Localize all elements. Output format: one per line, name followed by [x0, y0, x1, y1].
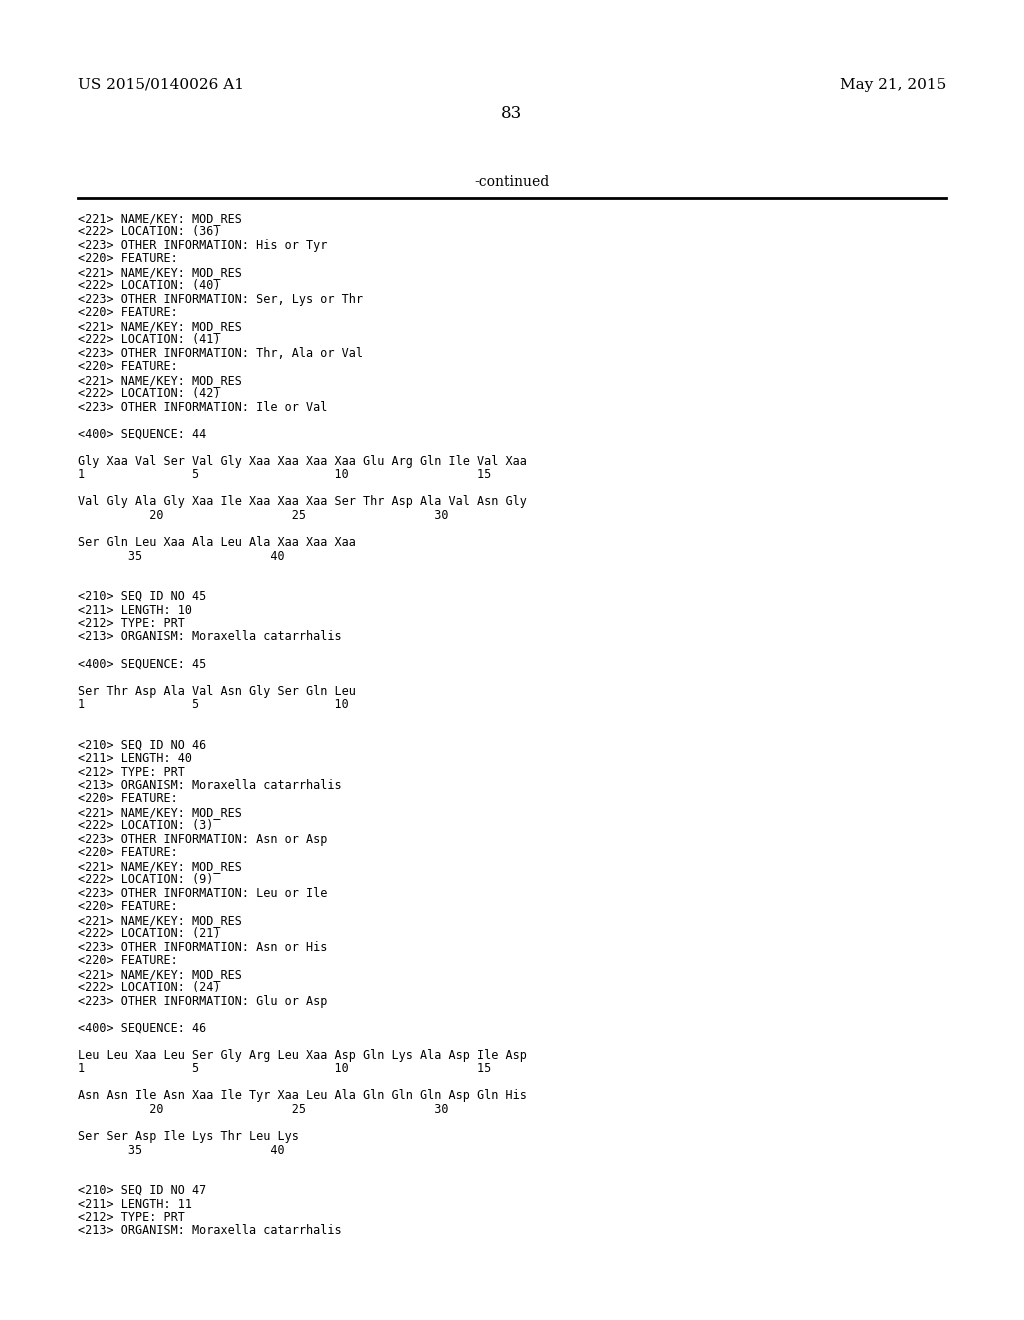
Text: <210> SEQ ID NO 46: <210> SEQ ID NO 46: [78, 738, 206, 751]
Text: 20                  25                  30: 20 25 30: [78, 1104, 449, 1115]
Text: Ser Thr Asp Ala Val Asn Gly Ser Gln Leu: Ser Thr Asp Ala Val Asn Gly Ser Gln Leu: [78, 685, 356, 697]
Text: Ser Gln Leu Xaa Ala Leu Ala Xaa Xaa Xaa: Ser Gln Leu Xaa Ala Leu Ala Xaa Xaa Xaa: [78, 536, 356, 549]
Text: Asn Asn Ile Asn Xaa Ile Tyr Xaa Leu Ala Gln Gln Gln Asp Gln His: Asn Asn Ile Asn Xaa Ile Tyr Xaa Leu Ala …: [78, 1089, 527, 1102]
Text: -continued: -continued: [474, 176, 550, 189]
Text: <213> ORGANISM: Moraxella catarrhalis: <213> ORGANISM: Moraxella catarrhalis: [78, 779, 342, 792]
Text: <400> SEQUENCE: 44: <400> SEQUENCE: 44: [78, 428, 206, 441]
Text: 1               5                   10: 1 5 10: [78, 698, 349, 711]
Text: <211> LENGTH: 40: <211> LENGTH: 40: [78, 752, 193, 766]
Text: <400> SEQUENCE: 46: <400> SEQUENCE: 46: [78, 1022, 206, 1035]
Text: <220> FEATURE:: <220> FEATURE:: [78, 900, 178, 913]
Text: <221> NAME/KEY: MOD_RES: <221> NAME/KEY: MOD_RES: [78, 319, 242, 333]
Text: <223> OTHER INFORMATION: Ser, Lys or Thr: <223> OTHER INFORMATION: Ser, Lys or Thr: [78, 293, 362, 306]
Text: <221> NAME/KEY: MOD_RES: <221> NAME/KEY: MOD_RES: [78, 374, 242, 387]
Text: <212> TYPE: PRT: <212> TYPE: PRT: [78, 1210, 185, 1224]
Text: <211> LENGTH: 11: <211> LENGTH: 11: [78, 1197, 193, 1210]
Text: <211> LENGTH: 10: <211> LENGTH: 10: [78, 603, 193, 616]
Text: May 21, 2015: May 21, 2015: [840, 78, 946, 92]
Text: Ser Ser Asp Ile Lys Thr Leu Lys: Ser Ser Asp Ile Lys Thr Leu Lys: [78, 1130, 299, 1143]
Text: <220> FEATURE:: <220> FEATURE:: [78, 306, 178, 319]
Text: <212> TYPE: PRT: <212> TYPE: PRT: [78, 766, 185, 779]
Text: 83: 83: [502, 106, 522, 121]
Text: 35                  40: 35 40: [78, 549, 285, 562]
Text: <221> NAME/KEY: MOD_RES: <221> NAME/KEY: MOD_RES: [78, 968, 242, 981]
Text: <223> OTHER INFORMATION: Asn or Asp: <223> OTHER INFORMATION: Asn or Asp: [78, 833, 328, 846]
Text: 1               5                   10                  15: 1 5 10 15: [78, 469, 492, 482]
Text: <222> LOCATION: (24): <222> LOCATION: (24): [78, 982, 220, 994]
Text: Gly Xaa Val Ser Val Gly Xaa Xaa Xaa Xaa Glu Arg Gln Ile Val Xaa: Gly Xaa Val Ser Val Gly Xaa Xaa Xaa Xaa …: [78, 455, 527, 469]
Text: <210> SEQ ID NO 47: <210> SEQ ID NO 47: [78, 1184, 206, 1197]
Text: <220> FEATURE:: <220> FEATURE:: [78, 846, 178, 859]
Text: 1               5                   10                  15: 1 5 10 15: [78, 1063, 492, 1076]
Text: 35                  40: 35 40: [78, 1143, 285, 1156]
Text: <212> TYPE: PRT: <212> TYPE: PRT: [78, 616, 185, 630]
Text: <223> OTHER INFORMATION: Asn or His: <223> OTHER INFORMATION: Asn or His: [78, 941, 328, 954]
Text: <222> LOCATION: (42): <222> LOCATION: (42): [78, 388, 220, 400]
Text: <220> FEATURE:: <220> FEATURE:: [78, 954, 178, 968]
Text: <220> FEATURE:: <220> FEATURE:: [78, 252, 178, 265]
Text: Val Gly Ala Gly Xaa Ile Xaa Xaa Xaa Ser Thr Asp Ala Val Asn Gly: Val Gly Ala Gly Xaa Ile Xaa Xaa Xaa Ser …: [78, 495, 527, 508]
Text: <213> ORGANISM: Moraxella catarrhalis: <213> ORGANISM: Moraxella catarrhalis: [78, 1225, 342, 1238]
Text: <223> OTHER INFORMATION: Glu or Asp: <223> OTHER INFORMATION: Glu or Asp: [78, 995, 328, 1008]
Text: <223> OTHER INFORMATION: Ile or Val: <223> OTHER INFORMATION: Ile or Val: [78, 401, 328, 414]
Text: <223> OTHER INFORMATION: His or Tyr: <223> OTHER INFORMATION: His or Tyr: [78, 239, 328, 252]
Text: <400> SEQUENCE: 45: <400> SEQUENCE: 45: [78, 657, 206, 671]
Text: US 2015/0140026 A1: US 2015/0140026 A1: [78, 78, 244, 92]
Text: <220> FEATURE:: <220> FEATURE:: [78, 792, 178, 805]
Text: <221> NAME/KEY: MOD_RES: <221> NAME/KEY: MOD_RES: [78, 267, 242, 279]
Text: <221> NAME/KEY: MOD_RES: <221> NAME/KEY: MOD_RES: [78, 861, 242, 873]
Text: <222> LOCATION: (9): <222> LOCATION: (9): [78, 874, 213, 887]
Text: <222> LOCATION: (21): <222> LOCATION: (21): [78, 928, 220, 940]
Text: <222> LOCATION: (41): <222> LOCATION: (41): [78, 334, 220, 346]
Text: 20                  25                  30: 20 25 30: [78, 510, 449, 521]
Text: <223> OTHER INFORMATION: Leu or Ile: <223> OTHER INFORMATION: Leu or Ile: [78, 887, 328, 900]
Text: <220> FEATURE:: <220> FEATURE:: [78, 360, 178, 374]
Text: <221> NAME/KEY: MOD_RES: <221> NAME/KEY: MOD_RES: [78, 913, 242, 927]
Text: <222> LOCATION: (3): <222> LOCATION: (3): [78, 820, 213, 833]
Text: <222> LOCATION: (36): <222> LOCATION: (36): [78, 226, 220, 239]
Text: <221> NAME/KEY: MOD_RES: <221> NAME/KEY: MOD_RES: [78, 807, 242, 818]
Text: <222> LOCATION: (40): <222> LOCATION: (40): [78, 280, 220, 293]
Text: <213> ORGANISM: Moraxella catarrhalis: <213> ORGANISM: Moraxella catarrhalis: [78, 631, 342, 644]
Text: Leu Leu Xaa Leu Ser Gly Arg Leu Xaa Asp Gln Lys Ala Asp Ile Asp: Leu Leu Xaa Leu Ser Gly Arg Leu Xaa Asp …: [78, 1049, 527, 1063]
Text: <210> SEQ ID NO 45: <210> SEQ ID NO 45: [78, 590, 206, 603]
Text: <221> NAME/KEY: MOD_RES: <221> NAME/KEY: MOD_RES: [78, 213, 242, 224]
Text: <223> OTHER INFORMATION: Thr, Ala or Val: <223> OTHER INFORMATION: Thr, Ala or Val: [78, 347, 362, 360]
